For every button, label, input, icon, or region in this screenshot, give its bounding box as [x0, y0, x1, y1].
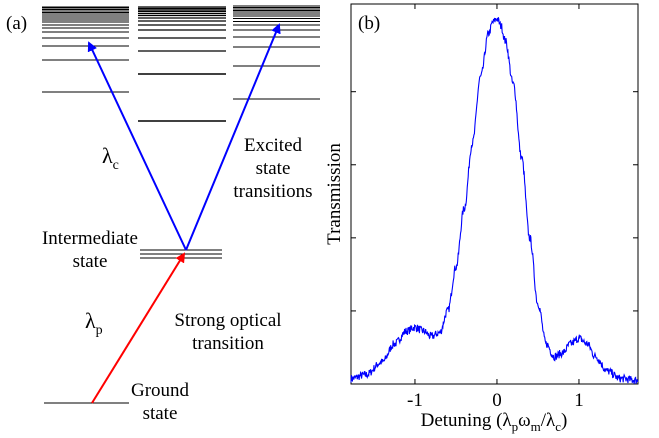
panel-a-energy-diagram: (a)	[6, 5, 320, 424]
plot-frame	[350, 3, 639, 385]
coupling-arrow-right	[185, 23, 281, 251]
strong-optical-transition-label: Strong optical transition	[174, 310, 281, 354]
panel-a-label: (a)	[6, 13, 27, 34]
panel-b-transmission-chart: (b) -1 0 1 Transmission Detuning (λpωm/λc)	[324, 3, 639, 434]
excited-text-line-1: Excited	[244, 135, 303, 156]
panel-b-label: (b)	[358, 13, 380, 34]
lambda-c-label: λc	[102, 143, 119, 173]
energy-ladder-right	[233, 5, 320, 100]
intermediate-state-label: Intermediate state	[42, 228, 138, 272]
intermediate-state-levels	[140, 249, 222, 259]
excited-text-line-2: state	[256, 158, 291, 179]
x-tick-label: 1	[574, 390, 584, 411]
ground-state-label: Ground state	[131, 380, 190, 424]
series-layer	[350, 17, 639, 384]
energy-ladder-left	[42, 6, 129, 93]
transmission-series-line	[350, 17, 639, 384]
x-axis-label: Detuning (λpωm/λc)	[421, 410, 568, 434]
y-axis-label: Transmission	[324, 143, 345, 245]
probe-arrow	[91, 252, 186, 404]
excited-text-line-3: transitions	[233, 181, 312, 202]
y-ticks	[351, 91, 638, 312]
ground-text-line-2: state	[143, 403, 178, 424]
coupling-arrow-left	[87, 41, 187, 251]
excited-state-transitions-label: Excited state transitions	[233, 135, 312, 202]
x-tick-label: -1	[407, 390, 423, 411]
x-tick-label: 0	[492, 390, 502, 411]
lambda-p-label: λp	[85, 308, 103, 338]
intermediate-text-line-2: state	[73, 251, 108, 272]
strong-text-line-2: transition	[192, 333, 264, 354]
strong-text-line-1: Strong optical	[174, 310, 281, 331]
intermediate-text-line-1: Intermediate	[42, 228, 138, 249]
energy-ladder-middle	[138, 6, 226, 122]
x-ticks: -1 0 1	[407, 4, 584, 411]
ground-text-line-1: Ground	[131, 380, 190, 401]
